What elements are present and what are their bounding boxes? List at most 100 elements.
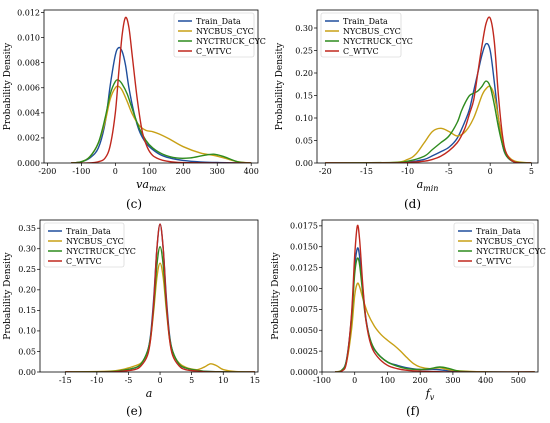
plot-frame — [316, 9, 539, 164]
panel-label-d: (d) — [404, 197, 422, 211]
y-tick-label: 0.012 — [17, 8, 40, 17]
series-line-3 — [65, 246, 255, 372]
legend-entry: NYCTRUCK_CYC — [476, 247, 546, 256]
legend-box — [173, 12, 255, 58]
x-tick-label: -10 — [401, 167, 414, 176]
y-tick-label: 0.15 — [295, 91, 313, 100]
legend-entry: C_WTVC — [343, 47, 379, 56]
y-tick-label: 0.20 — [18, 286, 36, 295]
series-line-1 — [325, 42, 532, 163]
y-tick-label: 0.0150 — [290, 243, 318, 252]
series-line-4 — [335, 224, 535, 372]
x-tick-label: 0 — [488, 167, 493, 176]
x-tick-label: 400 — [478, 376, 493, 385]
legend-entry: C_WTVC — [66, 257, 102, 266]
x-tick-label: -15 — [59, 376, 72, 385]
chart-panel-4: -100 0 100 200 300 400 500 0.0000 0.0025 0.0050 0.… — [271, 219, 546, 402]
x-tick-label: -100 — [72, 167, 90, 176]
x-tick-label: 10 — [218, 376, 228, 385]
legend-entry: NYCBUS_CYC — [343, 27, 401, 36]
series-line-2 — [65, 262, 255, 372]
panel-label-c: (c) — [126, 197, 143, 211]
x-axis-label: a — [146, 387, 153, 400]
x-tick-label: 5 — [529, 167, 534, 176]
series-line-1 — [71, 46, 252, 163]
x-tick-label: -200 — [38, 167, 56, 176]
x-tick-label: 100 — [142, 167, 157, 176]
y-tick-label: 0.10 — [295, 114, 313, 123]
legend-entry: C_WTVC — [476, 257, 512, 266]
x-tick-label: 500 — [511, 376, 526, 385]
x-tick-label: -5 — [125, 376, 133, 385]
x-tick-label: 0 — [113, 167, 118, 176]
y-tick-label: 0.25 — [18, 265, 36, 274]
y-tick-label: 0.00 — [295, 159, 313, 168]
y-tick-label: 0.006 — [17, 84, 40, 93]
legend-entry: NYCBUS_CYC — [196, 27, 254, 36]
y-tick-label: 0.0075 — [290, 305, 318, 314]
panel-label-e: (e) — [126, 404, 143, 418]
y-tick-label: 0.10 — [18, 327, 36, 336]
y-tick-label: 0.30 — [295, 24, 313, 33]
x-axis-label: fv — [425, 387, 435, 402]
legend-entry: Train_Data — [476, 227, 521, 236]
y-tick-label: 0.008 — [17, 58, 40, 67]
x-tick-label: 100 — [380, 376, 395, 385]
series-group — [334, 224, 535, 372]
y-tick-label: 0.30 — [18, 245, 36, 254]
legend-entry: NYCTRUCK_CYC — [196, 37, 266, 46]
x-axis-label: vamax — [136, 178, 166, 193]
series-line-4 — [65, 223, 255, 372]
y-tick-label: 0.35 — [18, 224, 36, 233]
legend-entry: Train_Data — [196, 17, 241, 26]
y-tick-label: 0.0175 — [290, 222, 318, 231]
plot-frame — [39, 219, 259, 373]
legend-entry: NYCBUS_CYC — [476, 237, 534, 246]
legend-entry: NYCTRUCK_CYC — [343, 37, 413, 46]
x-tick-label: 0 — [352, 376, 357, 385]
y-tick-label: 0.004 — [17, 109, 40, 118]
legend-box — [320, 12, 402, 58]
x-tick-label: -15 — [360, 167, 373, 176]
plot-frame — [321, 219, 539, 373]
x-tick-label: 300 — [445, 376, 460, 385]
y-tick-label: 0.0125 — [290, 263, 318, 272]
chart-panel-3: -15 -10 -5 0 5 10 15 0.00 0.05 0.10 0.15 0.20 0.25 0.… — [3, 219, 260, 400]
y-tick-label: 0.25 — [295, 46, 313, 55]
x-axis-label: amin — [417, 178, 439, 193]
x-tick-label: 300 — [210, 167, 225, 176]
y-tick-label: 0.20 — [295, 69, 313, 78]
x-tick-label: 400 — [244, 167, 259, 176]
x-tick-label: 15 — [250, 376, 260, 385]
series-line-2 — [334, 282, 535, 372]
y-tick-label: 0.0050 — [290, 326, 318, 335]
y-axis-label: Probability Density — [3, 42, 13, 130]
x-tick-label: 0 — [158, 376, 163, 385]
legend-entry: C_WTVC — [196, 47, 232, 56]
series-group — [325, 16, 532, 163]
series-line-2 — [325, 85, 532, 163]
y-tick-label: 0.00 — [18, 368, 36, 377]
legend-entry: NYCBUS_CYC — [66, 237, 124, 246]
x-tick-label: 5 — [189, 376, 194, 385]
y-tick-label: 0.010 — [17, 33, 40, 42]
legend-box — [43, 222, 125, 268]
y-tick-label: 0.000 — [17, 159, 40, 168]
y-tick-label: 0.002 — [17, 134, 40, 143]
x-tick-label: -5 — [445, 167, 453, 176]
x-tick-label: 200 — [176, 167, 191, 176]
series-line-3 — [71, 79, 252, 163]
y-axis-label: Probability Density — [275, 42, 285, 130]
y-tick-label: 0.15 — [18, 306, 36, 315]
y-tick-label: 0.0000 — [290, 368, 318, 377]
x-tick-label: 200 — [413, 376, 428, 385]
x-tick-label: -20 — [319, 167, 332, 176]
y-tick-label: 0.0025 — [290, 347, 318, 356]
chart-panel-1: -200 -100 0 100 200 300 400 0.000 0.002 0.004 0.00… — [3, 8, 266, 193]
legend-box — [453, 222, 535, 268]
